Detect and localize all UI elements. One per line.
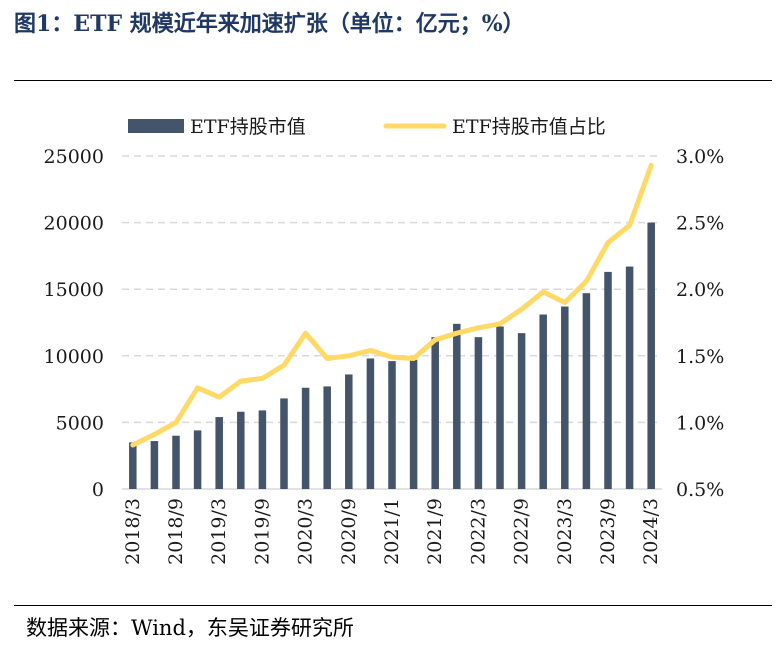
bar — [366, 358, 375, 489]
x-tick-label: 2019/9 — [251, 498, 273, 565]
bar — [129, 442, 137, 489]
source-rule — [14, 605, 772, 606]
x-tick-label: 2020/9 — [338, 498, 360, 565]
bar — [258, 410, 267, 489]
x-tick-label: 2022/3 — [467, 498, 489, 565]
bar — [150, 441, 159, 489]
bar — [237, 411, 245, 489]
bar — [323, 386, 331, 489]
bar — [453, 323, 461, 489]
right-tick-label: 0.5% — [676, 479, 724, 501]
right-tick-label: 1.5% — [676, 346, 724, 368]
right-tick-label: 2.0% — [676, 279, 724, 301]
bar — [409, 359, 418, 489]
bar — [172, 435, 180, 489]
x-tick-label: 2019/3 — [208, 498, 230, 565]
bar-series — [129, 222, 655, 489]
share-line — [130, 162, 654, 448]
bar — [647, 222, 655, 489]
source-note: 数据来源：Wind，东吴证券研究所 — [26, 616, 354, 640]
bar — [280, 398, 288, 489]
bar — [474, 337, 483, 489]
bar — [345, 374, 353, 489]
bar — [625, 266, 634, 489]
right-tick-label: 1.0% — [676, 412, 724, 434]
legend-label-bar: ETF持股市值 — [190, 116, 306, 138]
x-tick-label: 2018/3 — [122, 498, 144, 565]
right-tick-label: 3.0% — [676, 146, 724, 168]
legend-bar-swatch — [128, 119, 184, 133]
chart: 0 5000 10000 15000 20000 25000 0.5% 1.0% 1.5% 2.… — [44, 116, 725, 565]
bar — [517, 333, 526, 489]
bar — [582, 293, 591, 489]
x-tick-label: 2021/1 — [381, 498, 403, 565]
x-tick-label: 2020/3 — [295, 498, 317, 565]
left-tick-label: 15000 — [44, 279, 104, 301]
left-tick-label: 0 — [92, 479, 104, 501]
line-series — [130, 162, 654, 448]
x-tick-label: 2021/9 — [424, 498, 446, 565]
left-tick-label: 25000 — [44, 146, 104, 168]
bar — [215, 417, 223, 489]
bar — [604, 271, 612, 489]
left-tick-label: 5000 — [56, 412, 104, 434]
left-axis: 0 5000 10000 15000 20000 25000 — [44, 146, 104, 501]
x-tick-label: 2022/9 — [511, 498, 533, 565]
bar — [496, 326, 504, 489]
bar — [301, 387, 310, 489]
bar — [539, 314, 547, 489]
bar — [193, 430, 202, 489]
x-axis: 2018/3 2018/9 2019/3 2019/9 2020/3 2020/9 2021… — [122, 498, 662, 565]
title-rule — [14, 80, 772, 81]
figure-title: 图1：ETF 规模近年来加速扩张（单位：亿元；%） — [14, 11, 525, 37]
legend-label-line: ETF持股市值占比 — [452, 116, 606, 138]
left-tick-label: 20000 — [44, 213, 104, 235]
right-tick-label: 2.5% — [676, 213, 724, 235]
x-tick-label: 2024/3 — [640, 498, 662, 565]
x-tick-label: 2023/3 — [554, 498, 576, 565]
x-tick-label: 2018/9 — [165, 498, 187, 565]
x-tick-label: 2023/9 — [597, 498, 619, 565]
bar — [561, 306, 569, 489]
bar — [388, 361, 396, 489]
bar — [431, 337, 439, 489]
right-axis: 0.5% 1.0% 1.5% 2.0% 2.5% 3.0% — [676, 146, 724, 501]
left-tick-label: 10000 — [44, 346, 104, 368]
legend: ETF持股市值 ETF持股市值占比 — [128, 116, 606, 138]
